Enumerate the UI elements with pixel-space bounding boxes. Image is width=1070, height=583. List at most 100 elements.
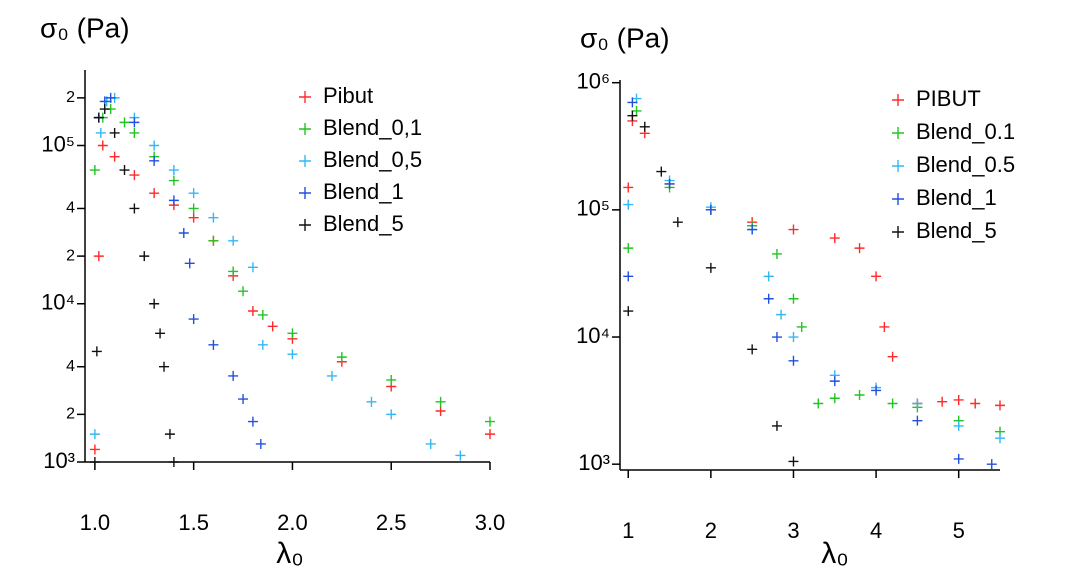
marker xyxy=(129,127,140,138)
marker xyxy=(627,97,638,108)
marker xyxy=(188,203,199,214)
marker xyxy=(149,140,160,151)
legend-label: Blend_0.1 xyxy=(916,119,1015,144)
legend-label: Blend_1 xyxy=(916,185,997,210)
legend-marker xyxy=(892,94,904,106)
x-tick-label: 2.5 xyxy=(376,510,407,535)
x-tick-label: 4 xyxy=(870,518,882,543)
marker xyxy=(829,376,840,387)
marker xyxy=(386,409,397,420)
x-tick-label: 3.0 xyxy=(475,510,506,535)
marker xyxy=(149,188,160,199)
marker xyxy=(995,433,1005,444)
marker xyxy=(168,165,179,176)
marker xyxy=(228,370,239,381)
marker xyxy=(155,328,166,339)
marker xyxy=(970,398,981,409)
legend-label: PIBUT xyxy=(916,86,981,111)
marker xyxy=(771,332,782,343)
marker xyxy=(627,110,638,121)
marker xyxy=(953,453,964,464)
marker xyxy=(953,394,964,405)
marker xyxy=(109,151,120,162)
marker xyxy=(89,444,100,455)
marker xyxy=(238,286,249,297)
marker xyxy=(829,233,840,244)
marker xyxy=(986,459,997,470)
marker xyxy=(228,235,239,246)
marker xyxy=(119,117,130,128)
legend-marker xyxy=(299,91,311,103)
legend-marker xyxy=(892,127,904,139)
marker xyxy=(664,178,675,189)
marker xyxy=(168,457,179,467)
marker xyxy=(93,112,104,123)
marker xyxy=(228,266,239,277)
marker xyxy=(485,416,495,427)
legend-marker xyxy=(299,155,311,167)
legend-marker xyxy=(892,160,904,172)
legend-label: Blend_1 xyxy=(323,179,404,204)
marker xyxy=(159,361,170,372)
y-axis-label: σ₀ (Pa) xyxy=(40,12,130,43)
marker xyxy=(788,456,799,467)
marker xyxy=(255,438,266,449)
marker xyxy=(366,396,377,407)
marker xyxy=(247,416,258,427)
marker xyxy=(953,420,964,431)
y-tick-label: 2 xyxy=(66,247,75,264)
marker xyxy=(788,355,799,366)
legend-marker xyxy=(892,193,904,205)
marker xyxy=(623,271,634,282)
marker xyxy=(912,415,923,426)
marker xyxy=(184,258,195,269)
marker xyxy=(425,438,436,449)
marker xyxy=(672,217,683,228)
marker xyxy=(705,204,716,215)
legend-label: Blend_0.5 xyxy=(916,152,1015,177)
marker xyxy=(257,309,268,320)
marker xyxy=(238,394,249,405)
marker xyxy=(287,349,298,360)
marker xyxy=(485,429,495,440)
y-tick-label: 10⁵ xyxy=(576,196,610,221)
x-tick-label: 1.5 xyxy=(178,510,209,535)
marker xyxy=(854,389,865,400)
marker xyxy=(247,262,258,273)
marker xyxy=(129,117,140,128)
marker xyxy=(386,374,397,385)
marker xyxy=(788,293,799,304)
marker xyxy=(247,305,258,316)
marker xyxy=(995,400,1005,411)
marker xyxy=(937,396,948,407)
marker xyxy=(91,346,102,357)
marker xyxy=(257,339,268,350)
legend-marker xyxy=(892,226,904,238)
marker xyxy=(326,370,337,381)
marker xyxy=(639,121,650,132)
marker xyxy=(97,140,108,151)
legend-marker xyxy=(299,123,311,135)
x-tick-label: 2 xyxy=(705,518,717,543)
marker xyxy=(871,271,882,282)
marker xyxy=(164,429,175,440)
marker xyxy=(455,450,466,461)
marker xyxy=(771,420,782,431)
marker xyxy=(93,251,104,262)
marker xyxy=(879,321,890,332)
marker xyxy=(149,298,160,309)
marker xyxy=(336,352,347,363)
marker xyxy=(109,127,120,138)
y-tick-label: 2 xyxy=(66,89,75,106)
marker xyxy=(435,406,446,417)
marker xyxy=(788,224,799,235)
marker xyxy=(776,309,787,320)
x-tick-label: 5 xyxy=(953,518,965,543)
marker xyxy=(656,166,667,177)
marker xyxy=(188,188,199,199)
legend-marker xyxy=(299,187,311,199)
marker xyxy=(813,398,824,409)
marker xyxy=(105,92,116,103)
marker xyxy=(168,195,179,206)
marker xyxy=(763,293,774,304)
